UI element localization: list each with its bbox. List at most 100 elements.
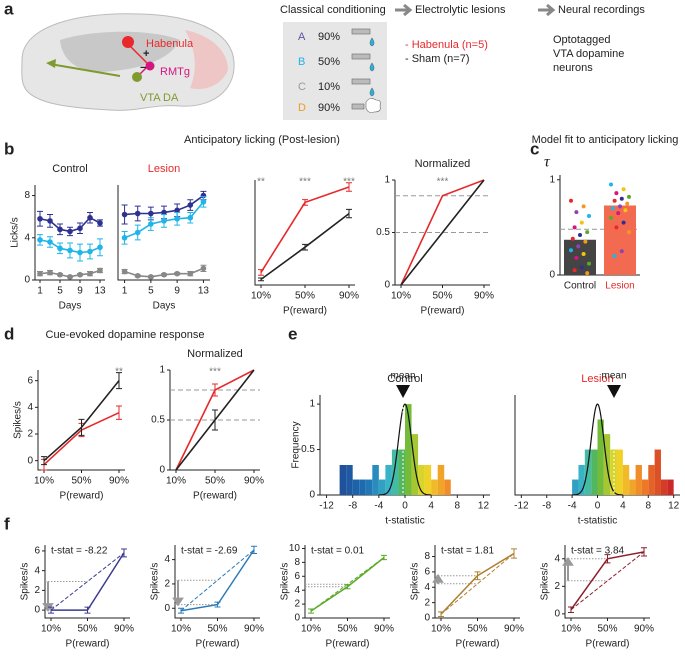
cue-letter: D bbox=[298, 102, 306, 114]
hist-bar bbox=[424, 465, 432, 495]
y-tick-label: 4 bbox=[24, 232, 30, 243]
error-bar bbox=[116, 372, 122, 390]
point bbox=[77, 271, 83, 278]
recording: Optotagged bbox=[553, 34, 611, 46]
significance: *** bbox=[437, 177, 449, 188]
x-tick-label: 90% bbox=[634, 624, 654, 635]
x-axis-label: P(reward) bbox=[196, 639, 240, 650]
hist-bar bbox=[444, 479, 451, 495]
y-tick-label: 4 bbox=[294, 585, 300, 596]
y-tick-label: 0.5 bbox=[301, 444, 315, 455]
y-tick-label: 0 bbox=[384, 280, 390, 291]
y-axis-label: Spikes/s bbox=[280, 563, 291, 601]
y-axis-label: Spikes/s bbox=[410, 563, 421, 601]
dot bbox=[578, 233, 582, 237]
y-tick-label: 10 bbox=[289, 543, 301, 554]
dot bbox=[574, 255, 579, 260]
vta-label: VTA DA bbox=[140, 92, 179, 104]
y-tick-label: 6 bbox=[34, 546, 40, 557]
x-tick-label: 10% bbox=[301, 624, 321, 635]
dashed-guide bbox=[440, 553, 515, 615]
chart-title: Control bbox=[387, 373, 422, 385]
significance: *** bbox=[299, 177, 311, 188]
x-tick-label: 50% bbox=[337, 624, 357, 635]
step-arrow bbox=[395, 3, 413, 17]
difference-arrow bbox=[432, 573, 444, 584]
hist-bar bbox=[610, 449, 617, 495]
cue-prob: 90% bbox=[318, 102, 340, 114]
error-bar bbox=[381, 554, 387, 561]
projection-arrow bbox=[49, 63, 121, 77]
dot bbox=[579, 220, 584, 225]
hist-bar bbox=[405, 404, 412, 495]
heading: Cue-evoked dopamine response bbox=[46, 329, 205, 341]
point bbox=[121, 211, 128, 218]
dot bbox=[587, 261, 591, 266]
x-tick-label: 90% bbox=[374, 624, 394, 635]
error-bar bbox=[258, 269, 264, 276]
dot bbox=[581, 204, 586, 209]
chart: 0 0.5 1 10% 50% 90% Normalized P(reward) *** bbox=[376, 158, 494, 317]
dot bbox=[619, 196, 624, 201]
y-tick-label: 2 bbox=[554, 581, 560, 592]
y-axis-label: Spikes/s bbox=[13, 401, 24, 439]
error-bar bbox=[511, 548, 517, 559]
point bbox=[57, 226, 63, 233]
hist-bar bbox=[385, 465, 392, 495]
dot bbox=[585, 230, 590, 235]
y-tick-label: 0.5 bbox=[376, 227, 390, 238]
panel-label: d bbox=[4, 324, 14, 343]
error-bar bbox=[178, 607, 184, 614]
x-tick-label: 50% bbox=[295, 291, 315, 302]
y-axis-label: Frequency bbox=[291, 421, 302, 468]
axis bbox=[117, 185, 210, 281]
y-tick-label: 4 bbox=[34, 565, 40, 576]
point bbox=[187, 214, 194, 221]
hist-bar bbox=[572, 479, 579, 495]
x-tick-label: -4 bbox=[374, 501, 383, 512]
x-tick-label: 50% bbox=[467, 624, 487, 635]
difference-arrow bbox=[562, 556, 574, 581]
x-tick-label: Control bbox=[564, 281, 596, 292]
cue-prob: 90% bbox=[318, 31, 340, 43]
chart-title: Normalized bbox=[415, 158, 471, 170]
drop-icon bbox=[369, 37, 375, 47]
dot bbox=[614, 225, 619, 230]
hist-bar bbox=[378, 479, 386, 495]
point bbox=[187, 202, 194, 208]
x-tick-label: 1 bbox=[37, 286, 43, 297]
point bbox=[97, 244, 103, 251]
x-tick-label: 50% bbox=[432, 291, 452, 302]
chart: 0 2 4 6 10% 50% 90% P(reward) Spikes/s t-stat = -… bbox=[20, 545, 134, 650]
chart: 0 2 4 6 8 10 10% 50% 90% P(reward) Spikes/s t-stat … bbox=[280, 543, 394, 650]
x-tick-label: 12 bbox=[668, 501, 680, 512]
group: - Sham (n=7) bbox=[405, 53, 470, 65]
point bbox=[134, 210, 141, 217]
x-axis-label: Days bbox=[59, 301, 82, 312]
error-bar bbox=[302, 243, 308, 251]
point bbox=[121, 234, 128, 241]
error-bar bbox=[474, 571, 481, 581]
mean-label: mean bbox=[601, 371, 626, 382]
difference-arrow bbox=[172, 580, 184, 607]
hist-bar bbox=[437, 465, 445, 495]
point bbox=[77, 249, 83, 256]
point bbox=[47, 239, 53, 245]
y-tick-label: 2 bbox=[294, 599, 300, 610]
dot bbox=[569, 248, 573, 253]
hist-bar bbox=[418, 465, 425, 495]
point bbox=[87, 248, 93, 255]
error-bar bbox=[212, 383, 218, 397]
significance: ** bbox=[115, 367, 123, 378]
axis bbox=[174, 545, 260, 619]
x-axis-label: Days bbox=[153, 301, 176, 312]
x-tick-label: 10% bbox=[41, 624, 61, 635]
axis bbox=[44, 545, 130, 619]
x-tick-label: 10% bbox=[561, 624, 581, 635]
hist-bar bbox=[339, 465, 347, 495]
cue-letter: B bbox=[298, 56, 305, 68]
y-tick-label: 0 bbox=[294, 613, 300, 624]
brain-diagram: Habenula RMTg VTA DA + − bbox=[21, 13, 235, 111]
chart-title: Lesion bbox=[581, 373, 613, 385]
y-tick-label: 8 bbox=[294, 557, 300, 568]
